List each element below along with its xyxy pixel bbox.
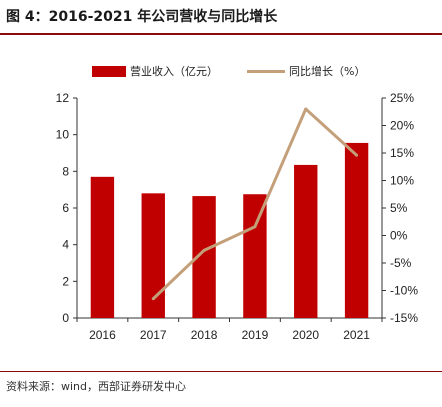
left-tick-label: 4 — [62, 238, 69, 252]
left-tick-label: 12 — [56, 91, 70, 105]
legend-label-growth: 同比增长（%） — [289, 65, 366, 78]
right-tick-label: -15% — [390, 311, 418, 325]
chart-canvas: 0 2 4 6 8 10 12 -15% -10% -5% 0% 5% 10% 15% 20% 25% 2016… — [56, 91, 419, 342]
x-tick-label: 2018 — [191, 328, 218, 342]
right-tick-label: -10% — [390, 284, 418, 298]
title-divider — [0, 33, 442, 35]
legend: 营业收入（亿元） 同比增长（%） — [0, 63, 442, 81]
growth-point — [202, 248, 206, 252]
chart-title: 图 4：2016-2021 年公司营收与同比增长 — [6, 9, 278, 25]
right-tick-label: 0% — [390, 229, 408, 243]
legend-label-revenue: 营业收入（亿元） — [130, 65, 218, 78]
left-tick-label: 2 — [62, 274, 69, 288]
right-tick-label: 25% — [390, 91, 414, 105]
growth-line-group — [151, 107, 359, 301]
left-tick-label: 0 — [62, 311, 69, 325]
left-tick-label: 8 — [62, 164, 69, 178]
growth-point — [355, 153, 359, 157]
legend-swatch-line — [247, 69, 285, 73]
footer-divider — [0, 371, 442, 372]
tick-labels: 0 2 4 6 8 10 12 -15% -10% -5% 0% 5% 10% 15% 20% 25% 2016… — [56, 91, 419, 342]
bar — [141, 193, 165, 318]
x-tick-label: 2020 — [292, 328, 319, 342]
right-tick-label: 5% — [390, 201, 408, 215]
axes — [73, 97, 386, 322]
x-tick-label: 2017 — [140, 328, 167, 342]
bar — [243, 194, 267, 318]
bar — [192, 196, 216, 318]
bar — [90, 176, 115, 318]
legend-swatch-bar — [92, 65, 126, 77]
bars — [90, 142, 369, 318]
right-tick-label: 20% — [390, 119, 414, 133]
left-tick-label: 6 — [62, 201, 69, 215]
source-note: 资料来源：wind，西部证券研发中心 — [6, 380, 187, 393]
legend-item-revenue: 营业收入（亿元） — [92, 63, 218, 79]
growth-point — [253, 225, 257, 229]
bar — [344, 142, 369, 318]
growth-point — [304, 107, 308, 111]
bar — [294, 164, 318, 318]
x-tick-label: 2019 — [242, 328, 269, 342]
right-tick-label: -5% — [390, 256, 412, 270]
x-tick-label: 2016 — [89, 328, 116, 342]
legend-item-growth: 同比增长（%） — [247, 63, 365, 79]
growth-point — [151, 297, 155, 301]
right-tick-label: 15% — [390, 146, 414, 160]
left-tick-label: 10 — [56, 128, 70, 142]
x-tick-label: 2021 — [343, 328, 370, 342]
right-tick-label: 10% — [390, 174, 414, 188]
